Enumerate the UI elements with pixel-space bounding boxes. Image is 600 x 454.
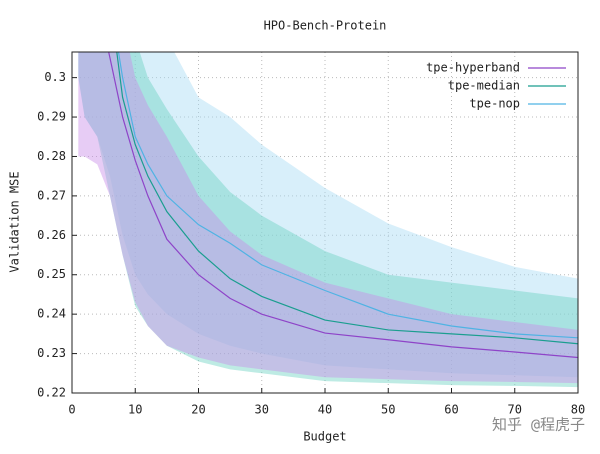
x-tick-label: 30 (255, 403, 269, 417)
line (117, 52, 578, 339)
watermark: 知乎 @程虎子 (492, 416, 585, 434)
y-tick-label: 0.23 (37, 346, 66, 360)
legend-label: tpe-median (448, 79, 520, 93)
band (78, 52, 578, 378)
y-tick-label: 0.24 (37, 307, 66, 321)
plot-frame (71, 51, 579, 394)
y-tick-label: 0.28 (37, 149, 66, 163)
y-tick-label: 0.26 (37, 228, 66, 242)
x-axis-label: Budget (303, 430, 346, 444)
y-tick-label: 0.25 (37, 267, 66, 281)
x-tick-label: 80 (571, 403, 585, 417)
x-tick-label: 10 (128, 403, 142, 417)
x-tick-label: 0 (68, 403, 75, 417)
y-tick-label: 0.27 (37, 188, 66, 202)
legend-label: tpe-nop (469, 97, 520, 111)
y-axis-label: Validation MSE (8, 171, 22, 272)
line (116, 52, 578, 345)
y-tick-label: 0.22 (37, 386, 66, 400)
x-tick-label: 50 (381, 403, 395, 417)
x-tick-label: 70 (508, 403, 522, 417)
x-tick-label: 40 (318, 403, 332, 417)
chart-title: HPO-Bench-Protein (264, 19, 387, 33)
x-tick-label: 60 (444, 403, 458, 417)
line (108, 52, 578, 359)
band (78, 52, 578, 388)
y-tick-label: 0.3 (44, 70, 66, 84)
x-tick-label: 20 (191, 403, 205, 417)
plot-area (78, 52, 578, 388)
band (78, 52, 578, 384)
y-tick-label: 0.29 (37, 110, 66, 124)
legend-label: tpe-hyperband (426, 61, 520, 75)
